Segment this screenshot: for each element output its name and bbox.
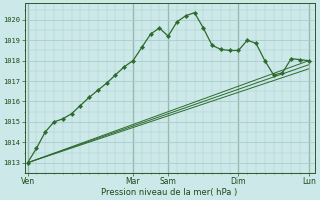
X-axis label: Pression niveau de la mer( hPa ): Pression niveau de la mer( hPa ) (101, 188, 238, 197)
